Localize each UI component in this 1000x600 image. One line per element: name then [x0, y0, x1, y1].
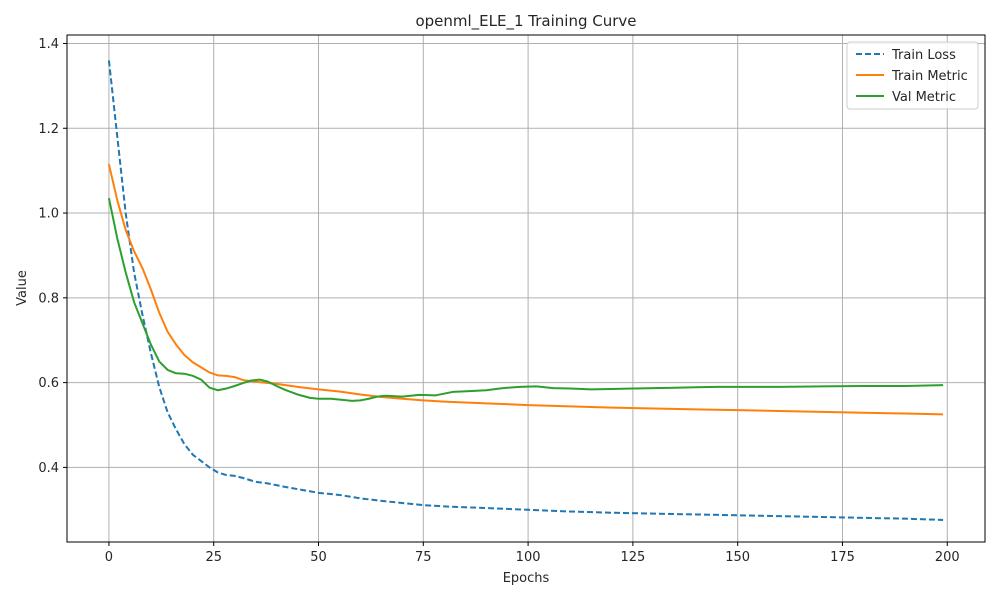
y-tick-label: 1.0: [38, 207, 59, 222]
y-tick-label: 0.6: [38, 376, 59, 391]
x-tick-label: 125: [620, 550, 645, 565]
series-line-train-metric: [107, 164, 944, 416]
series-layer: [107, 60, 944, 521]
legend-label-train-metric: Train Metric: [891, 69, 968, 84]
series-line-val-metric: [107, 198, 944, 402]
x-tick-label: 50: [310, 550, 327, 565]
plot-frame: [66, 34, 986, 543]
grid-lines: [67, 35, 985, 542]
y-tick-label: 1.4: [38, 37, 59, 52]
series-line-train-loss: [107, 60, 944, 521]
legend: Train Loss Train Metric Val Metric: [846, 41, 979, 110]
x-tick-label: 200: [935, 550, 960, 565]
y-axis-label: Value: [15, 270, 30, 306]
axis-ticks: 0 25 50 75 100 125 150 175 200 0.4 0.6 0.8 1.0 1.2 1.4: [38, 37, 959, 565]
x-axis-label: Epochs: [503, 571, 550, 586]
legend-box: [846, 41, 979, 110]
x-tick-label: 75: [415, 550, 432, 565]
x-tick-label: 100: [516, 550, 541, 565]
x-tick-label: 0: [105, 550, 113, 565]
x-tick-label: 175: [830, 550, 855, 565]
chart-title: openml_ELE_1 Training Curve: [415, 12, 636, 31]
x-tick-label: 25: [205, 550, 222, 565]
legend-label-train-loss: Train Loss: [891, 48, 956, 63]
x-tick-label: 150: [725, 550, 750, 565]
legend-label-val-metric: Val Metric: [892, 90, 956, 105]
y-tick-label: 0.4: [38, 461, 59, 476]
y-tick-label: 1.2: [38, 122, 59, 137]
y-tick-label: 0.8: [38, 291, 59, 306]
